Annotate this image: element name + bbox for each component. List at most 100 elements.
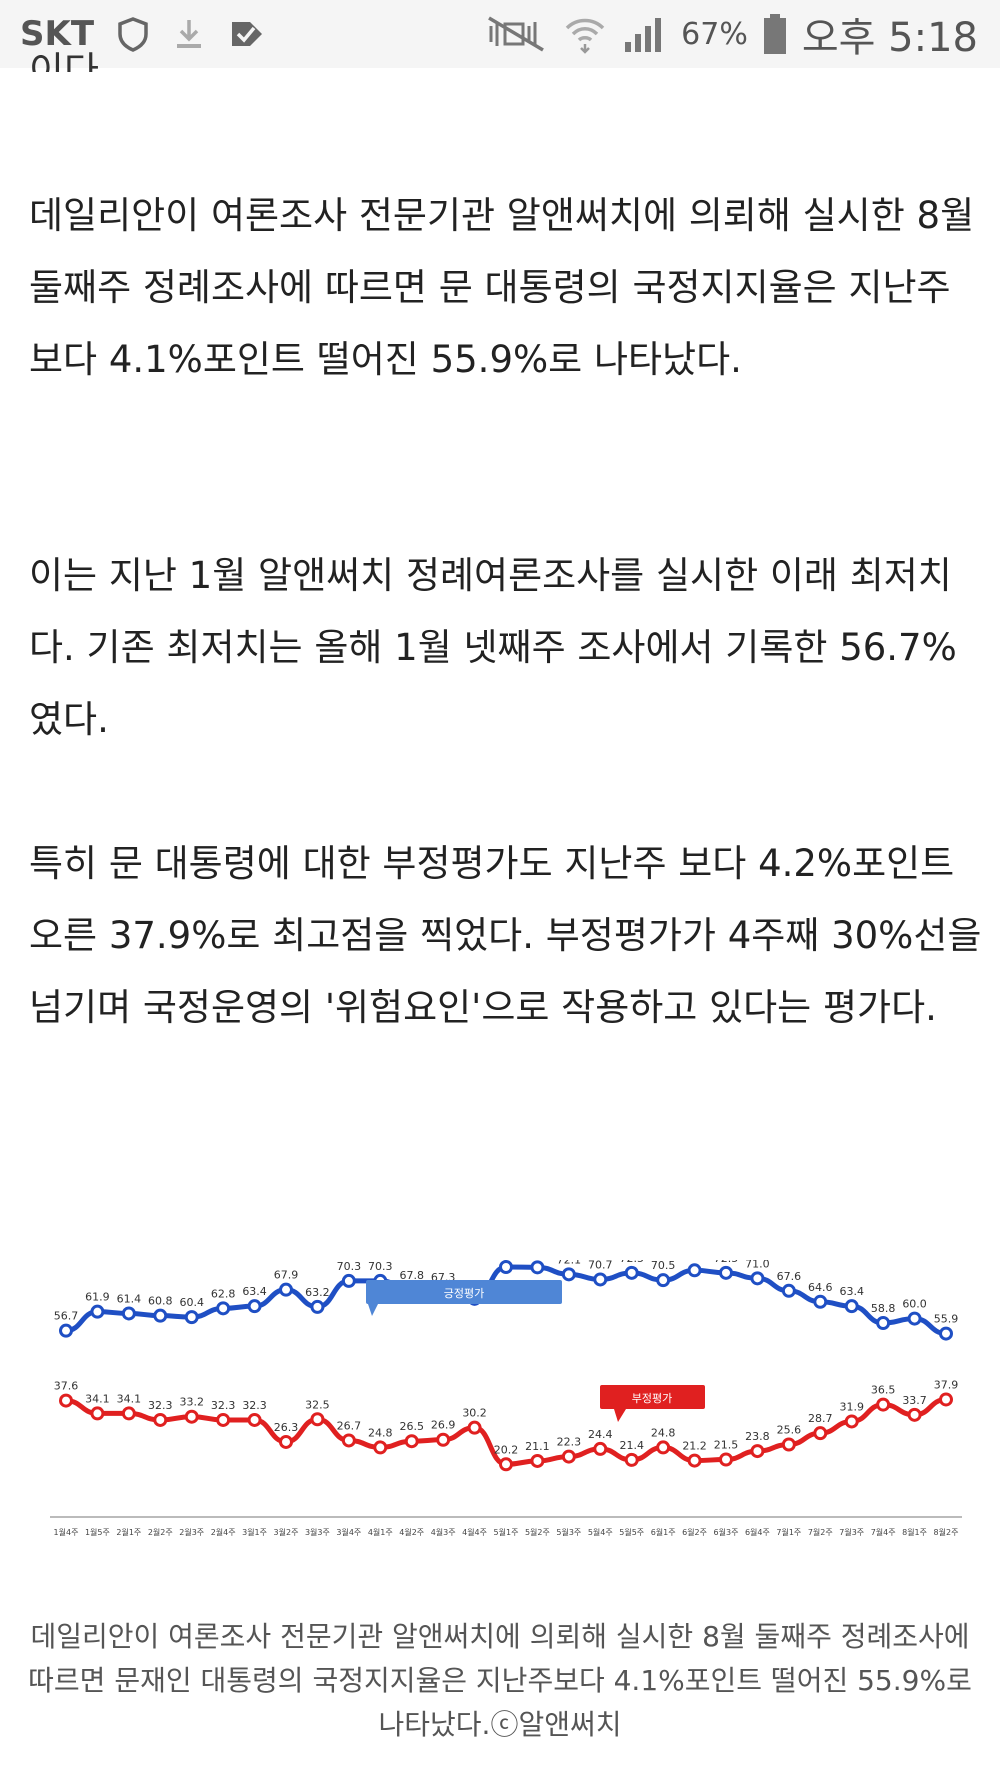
x-tick-label: 7월4주 bbox=[871, 1527, 896, 1537]
article-paragraph-1: 데일리안이 여론조사 전문기관 알앤써치에 의뢰해 실시한 8월 둘째주 정례조… bbox=[29, 194, 975, 381]
data-label: 34.1 bbox=[117, 1392, 142, 1405]
data-point bbox=[561, 1267, 576, 1282]
clock: 오후 5:18 bbox=[801, 15, 978, 61]
x-tick-label: 3월4주 bbox=[336, 1527, 361, 1537]
data-label: 67.9 bbox=[274, 1269, 299, 1282]
data-label: 72.5 bbox=[619, 1260, 644, 1265]
x-tick-label: 3월2주 bbox=[274, 1527, 299, 1537]
data-label: 63.2 bbox=[305, 1286, 330, 1299]
data-point bbox=[404, 1434, 419, 1449]
data-label: 21.2 bbox=[682, 1440, 707, 1453]
data-point bbox=[687, 1453, 702, 1468]
data-point bbox=[939, 1326, 953, 1341]
legend-negative: 부정평가 bbox=[600, 1385, 705, 1422]
data-label: 36.5 bbox=[871, 1384, 896, 1397]
task-icon bbox=[228, 16, 266, 52]
data-label: 23.8 bbox=[745, 1430, 770, 1443]
data-point bbox=[153, 1412, 168, 1427]
data-point bbox=[467, 1420, 482, 1435]
x-tick-label: 5월3주 bbox=[556, 1527, 581, 1537]
data-label: 33.2 bbox=[179, 1396, 204, 1409]
approval-chart: 1월4주 1월5주 2월1주 2월2주 2월3주 2월4주 3월1주 3월2주 3월3주 3월4주… bbox=[0, 1246, 1000, 1550]
x-tick-label: 4월3주 bbox=[431, 1527, 456, 1537]
data-point bbox=[781, 1437, 796, 1452]
data-label: 28.7 bbox=[808, 1412, 833, 1425]
data-point bbox=[499, 1259, 513, 1274]
data-point bbox=[279, 1434, 293, 1449]
data-point bbox=[247, 1412, 262, 1427]
data-point bbox=[90, 1304, 105, 1319]
battery-icon bbox=[762, 13, 788, 55]
shield-icon bbox=[116, 16, 150, 52]
data-label: 26.5 bbox=[399, 1420, 424, 1433]
data-point bbox=[844, 1299, 859, 1314]
battery-percent: 67% bbox=[681, 16, 748, 52]
data-label: 32.5 bbox=[305, 1398, 330, 1411]
data-label: 60.0 bbox=[902, 1298, 927, 1311]
data-label: 67.8 bbox=[399, 1269, 424, 1282]
x-tick-label: 4월4주 bbox=[462, 1527, 487, 1537]
x-tick-label: 2월3주 bbox=[179, 1527, 204, 1537]
x-tick-label: 6월3주 bbox=[714, 1527, 739, 1537]
data-label: 70.3 bbox=[368, 1260, 393, 1273]
data-point bbox=[624, 1265, 639, 1280]
data-point bbox=[184, 1310, 199, 1325]
data-point bbox=[781, 1283, 796, 1298]
data-label: 72.5 bbox=[714, 1260, 739, 1265]
data-point bbox=[184, 1409, 199, 1424]
x-tick-label: 7월3주 bbox=[839, 1527, 864, 1537]
signal-icon bbox=[621, 14, 667, 54]
data-label: 21.1 bbox=[525, 1440, 550, 1453]
data-point bbox=[216, 1412, 231, 1427]
data-label: 25.6 bbox=[777, 1424, 802, 1437]
data-label: 55.9 bbox=[934, 1313, 959, 1326]
data-label: 32.3 bbox=[148, 1399, 173, 1412]
x-tick-label: 8월1주 bbox=[902, 1527, 927, 1537]
data-point bbox=[656, 1273, 671, 1288]
data-label: 70.5 bbox=[651, 1260, 676, 1272]
data-point bbox=[719, 1452, 733, 1467]
status-bar: SKT 67% 오후 5:18 bbox=[0, 0, 1000, 68]
data-point bbox=[499, 1457, 513, 1472]
data-point bbox=[530, 1453, 545, 1468]
x-tick-label: 5월4주 bbox=[588, 1527, 613, 1537]
data-label: 71.0 bbox=[745, 1260, 770, 1270]
x-tick-label: 7월1주 bbox=[776, 1527, 801, 1537]
data-label: 26.7 bbox=[337, 1419, 362, 1432]
legend-positive-label: 긍정평가 bbox=[444, 1287, 484, 1300]
data-label: 21.4 bbox=[619, 1439, 644, 1452]
carrier-label: SKT bbox=[20, 14, 95, 54]
data-label: 60.8 bbox=[148, 1295, 173, 1308]
data-point bbox=[279, 1282, 293, 1297]
x-tick-label: 4월1주 bbox=[368, 1527, 393, 1537]
data-label: 24.4 bbox=[588, 1428, 613, 1441]
data-label: 63.4 bbox=[242, 1285, 267, 1298]
x-tick-label: 1월5주 bbox=[85, 1527, 110, 1537]
data-point bbox=[247, 1299, 262, 1314]
download-icon bbox=[172, 16, 206, 52]
x-tick-label: 5월2주 bbox=[525, 1527, 550, 1537]
x-tick-label: 2월4주 bbox=[211, 1527, 236, 1537]
data-point bbox=[719, 1265, 733, 1280]
data-label: 60.4 bbox=[179, 1296, 204, 1309]
x-tick-label: 6월1주 bbox=[651, 1527, 676, 1537]
data-point bbox=[373, 1440, 388, 1455]
image-caption: 데일리안이 여론조사 전문기관 알앤써치에 의뢰해 실시한 8월 둘째주 정례조… bbox=[28, 1620, 972, 1741]
data-label: 67.6 bbox=[777, 1270, 802, 1283]
x-tick-label: 3월1주 bbox=[242, 1527, 267, 1537]
data-label: 24.8 bbox=[368, 1426, 393, 1439]
data-label: 70.3 bbox=[337, 1260, 362, 1273]
data-point bbox=[876, 1315, 891, 1330]
data-label: 63.4 bbox=[839, 1285, 864, 1298]
data-label: 30.2 bbox=[462, 1407, 487, 1420]
x-tick-label: 5월1주 bbox=[494, 1527, 519, 1537]
data-label: 37.6 bbox=[54, 1380, 79, 1393]
x-tick-label: 1월4주 bbox=[54, 1527, 79, 1537]
data-label: 61.9 bbox=[85, 1291, 110, 1304]
data-label: 70.7 bbox=[588, 1260, 613, 1271]
x-tick-label: 8월2주 bbox=[934, 1527, 959, 1537]
data-point bbox=[907, 1311, 922, 1326]
data-label: 24.8 bbox=[651, 1426, 676, 1439]
data-point bbox=[561, 1449, 576, 1464]
data-label: 32.3 bbox=[242, 1399, 267, 1412]
